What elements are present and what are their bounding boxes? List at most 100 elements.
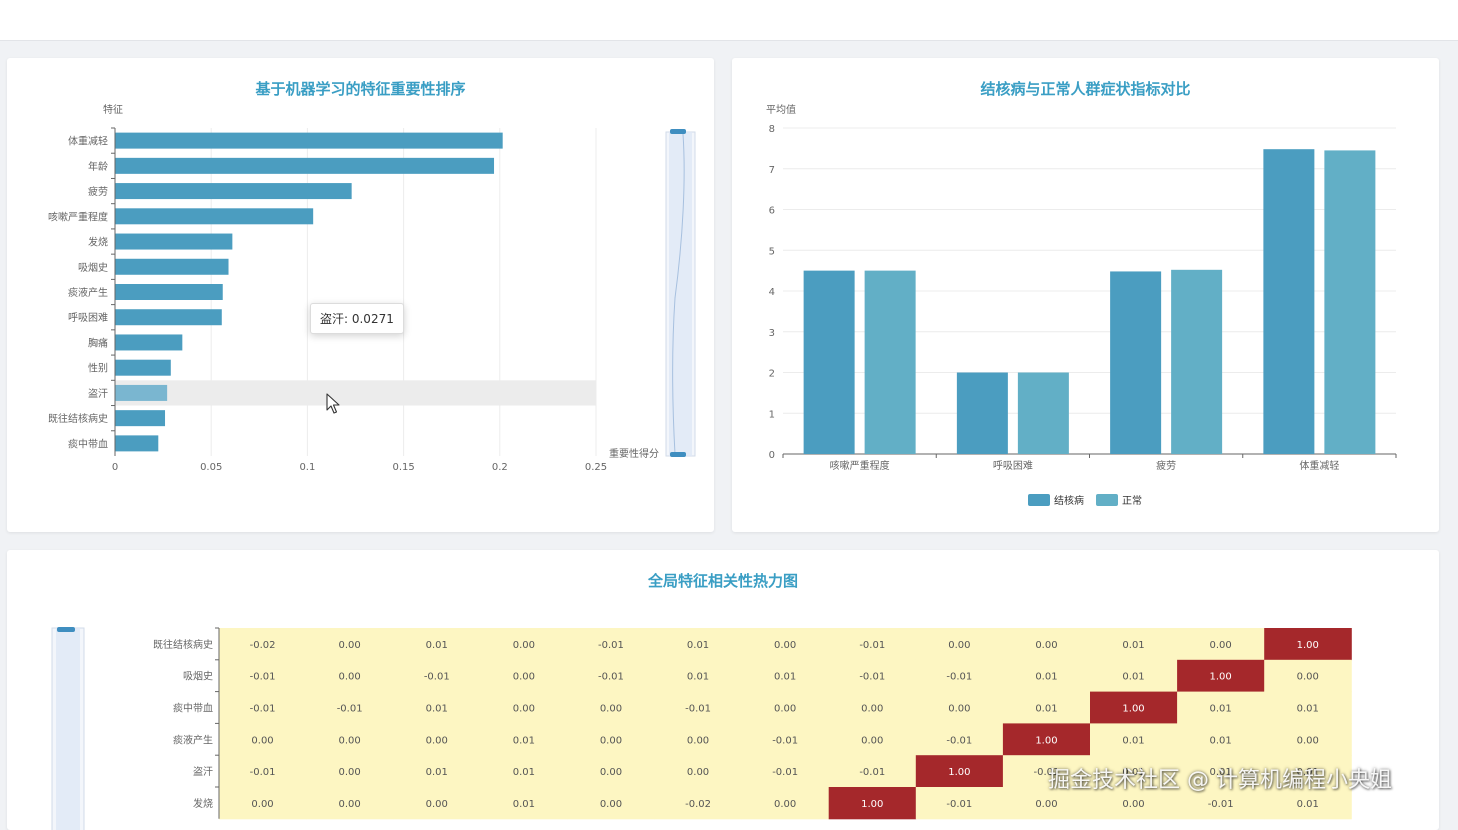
heatmap-cell (480, 723, 568, 756)
heatmap-cell (393, 659, 481, 693)
heatmap-cell-value: 0.01 (513, 735, 535, 746)
bar (115, 284, 223, 300)
heatmap-cell-value: -0.01 (424, 672, 450, 683)
heatmap-row-label: 吸烟史 (183, 670, 213, 683)
heatmap-cell-value: 0.00 (426, 799, 448, 810)
x-category-label: 体重减轻 (1299, 459, 1339, 472)
zoom-slider-selection (669, 132, 692, 456)
heatmap-cell-value: 0.01 (687, 672, 709, 683)
heatmap-cell-value: 0.00 (339, 640, 361, 651)
heatmap-cell-value: -0.01 (859, 767, 885, 778)
heatmap-row-label: 痰中带血 (173, 702, 213, 715)
heatmap-cell (480, 755, 568, 788)
x-tick-label: 0.25 (585, 462, 607, 473)
y-category-label: 呼吸困难 (68, 312, 108, 324)
bar (1110, 271, 1162, 454)
heatmap-cell (915, 659, 1004, 693)
correlation-heatmap-title: 全局特征相关性热力图 (647, 572, 798, 590)
heatmap-cell (1090, 691, 1178, 724)
heatmap-cell (1002, 755, 1091, 788)
y-category-label: 盗汗 (88, 387, 108, 400)
heatmap-cell (306, 628, 394, 661)
heatmap-cell-value: 0.00 (339, 735, 361, 746)
legend-swatch (1028, 494, 1050, 506)
heatmap-cell (567, 723, 655, 756)
heatmap-cell-value: 0.00 (600, 799, 622, 810)
heatmap-cell-value: 0.00 (339, 672, 361, 683)
y-tick-label: 0 (769, 450, 775, 461)
heatmap-cell-value: -0.01 (337, 704, 363, 715)
heatmap-cell-value: 0.00 (1210, 640, 1232, 651)
heatmap-cell (1090, 723, 1178, 756)
bar (864, 270, 916, 454)
y-tick-label: 7 (769, 165, 775, 176)
heatmap-cell (654, 659, 743, 693)
y-category-label: 疲劳 (88, 185, 108, 198)
y-category-label: 既往结核病史 (48, 412, 108, 425)
bar (1263, 149, 1315, 454)
heatmap-cell (1177, 723, 1265, 756)
heatmap-cell-value: 1.00 (1297, 640, 1319, 651)
heatmap-cell (306, 787, 394, 820)
zoom-slider-handle-top (57, 627, 75, 632)
heatmap-cell (306, 691, 394, 724)
heatmap-cell (828, 723, 917, 756)
heatmap-cell (480, 628, 568, 661)
bar (115, 435, 159, 452)
heatmap-cell-value: 0.00 (1035, 640, 1057, 651)
heatmap-cell-value: 0.00 (513, 672, 535, 683)
bar (115, 208, 314, 225)
x-tick-label: 0.15 (392, 462, 414, 473)
heatmap-cell-value: 0.00 (513, 704, 535, 715)
heatmap-cell (567, 755, 655, 788)
y-category-label: 吸烟史 (78, 261, 108, 274)
zoom-slider-handle-top (670, 129, 686, 134)
heatmap-cell (654, 787, 743, 820)
heatmap-cell (393, 723, 481, 756)
heatmap-cell-value: 0.01 (1035, 672, 1057, 683)
heatmap-cell (393, 755, 481, 788)
heatmap-cell (1090, 755, 1178, 788)
y-category-label: 咳嗽严重程度 (48, 210, 108, 223)
mouse-cursor-icon (326, 393, 340, 414)
bar-tooltip: 盗汗: 0.0271 (310, 303, 404, 334)
bar (1324, 150, 1376, 454)
symptom-comparison-title: 结核病与正常人群症状指标对比 (980, 80, 1191, 98)
legend-swatch (1096, 494, 1118, 506)
bar (115, 132, 503, 149)
correlation-heatmap-card: 全局特征相关性热力图 既往结核病史 -0.02 0.00 0.01 0.00 -0.01 0… (7, 550, 1439, 830)
heatmap-cell-value: -0.01 (250, 767, 276, 778)
heatmap-cell-value: 0.00 (1297, 735, 1319, 746)
heatmap-cell-value: -0.01 (946, 672, 972, 683)
heatmap-cell-value: -0.01 (772, 735, 798, 746)
heatmap-cell-value: -0.01 (1034, 767, 1060, 778)
heatmap-cell (219, 755, 307, 788)
heatmap-cell (1090, 659, 1178, 693)
heatmap-cell-value: 0.01 (774, 672, 796, 683)
heatmap-cell (567, 691, 655, 724)
heatmap-cell (393, 787, 481, 820)
y-category-label: 胸痛 (88, 336, 108, 349)
x-tick-label: 0 (112, 462, 118, 473)
bar (1017, 372, 1069, 454)
heatmap-cell (915, 628, 1004, 661)
bar (115, 410, 166, 427)
heatmap-cell (219, 787, 307, 820)
heatmap-cell (1177, 659, 1265, 693)
heatmap-cell-value: 0.01 (687, 640, 709, 651)
heatmap-cell (1002, 787, 1091, 820)
heatmap-cell-value: 0.00 (861, 735, 883, 746)
heatmap-cell (567, 659, 655, 693)
heatmap-cell-value: -0.01 (946, 735, 972, 746)
y-category-label: 痰中带血 (68, 437, 108, 450)
heatmap-cell-value: 1.00 (948, 767, 970, 778)
heatmap-cell (828, 659, 917, 693)
heatmap-cell-value: 0.01 (513, 799, 535, 810)
heatmap-row-label: 痰液产生 (173, 733, 213, 746)
heatmap-cell-value: 0.01 (1297, 704, 1319, 715)
heatmap-cell (1177, 787, 1265, 820)
bar (115, 384, 168, 401)
heatmap-cell-value: 0.01 (1122, 640, 1144, 651)
bar (115, 157, 495, 174)
heatmap-cell (219, 659, 307, 693)
